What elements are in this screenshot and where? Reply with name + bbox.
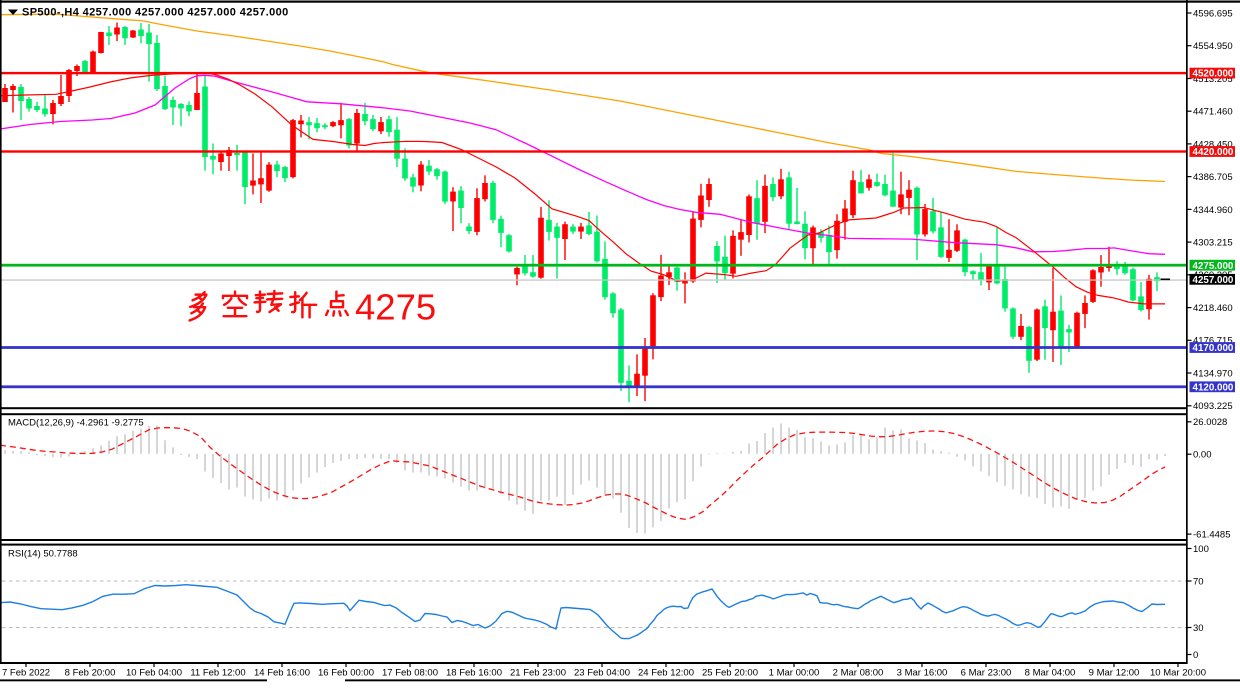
svg-text:4120.000: 4120.000	[1193, 382, 1234, 393]
svg-text:4303.215: 4303.215	[1193, 238, 1233, 249]
svg-text:4257.000: 4257.000	[1193, 275, 1234, 286]
svg-text:100: 100	[1193, 544, 1209, 555]
svg-text:6 Mar 23:00: 6 Mar 23:00	[961, 668, 1012, 679]
svg-text:18 Feb 16:00: 18 Feb 16:00	[446, 668, 502, 679]
svg-text:16 Feb 00:00: 16 Feb 00:00	[318, 668, 374, 679]
svg-text:1 Mar 00:00: 1 Mar 00:00	[769, 668, 820, 679]
svg-text:4596.695: 4596.695	[1193, 8, 1233, 19]
svg-text:4275: 4275	[355, 287, 436, 328]
svg-text:4513.205: 4513.205	[1193, 74, 1233, 85]
svg-text:26.0028: 26.0028	[1193, 417, 1227, 428]
svg-text:14 Feb 16:00: 14 Feb 16:00	[254, 668, 310, 679]
svg-text:4428.450: 4428.450	[1193, 139, 1233, 150]
svg-text:4471.460: 4471.460	[1193, 107, 1233, 118]
svg-text:MACD(12,26,9) -4.2961 -9.2775: MACD(12,26,9) -4.2961 -9.2775	[8, 418, 144, 429]
svg-text:23 Feb 04:00: 23 Feb 04:00	[574, 668, 630, 679]
svg-text:2 Mar 08:00: 2 Mar 08:00	[833, 668, 884, 679]
svg-text:4554.950: 4554.950	[1193, 41, 1233, 52]
svg-text:3 Mar 16:00: 3 Mar 16:00	[897, 668, 948, 679]
svg-text:4420.000: 4420.000	[1193, 147, 1234, 158]
svg-text:24 Feb 12:00: 24 Feb 12:00	[638, 668, 694, 679]
svg-text:30: 30	[1193, 623, 1204, 634]
svg-text:8 Mar 04:00: 8 Mar 04:00	[1025, 668, 1076, 679]
svg-text:11 Feb 12:00: 11 Feb 12:00	[190, 668, 245, 679]
svg-text:8 Feb 20:00: 8 Feb 20:00	[65, 668, 116, 679]
svg-text:10 Mar 20:00: 10 Mar 20:00	[1150, 668, 1206, 679]
svg-text:4176.715: 4176.715	[1193, 336, 1233, 347]
svg-text:4093.225: 4093.225	[1193, 401, 1233, 412]
svg-text:70: 70	[1193, 576, 1204, 587]
svg-text:4170.000: 4170.000	[1193, 343, 1234, 354]
svg-text:0.00: 0.00	[1193, 450, 1212, 461]
svg-text:RSI(14) 50.7788: RSI(14) 50.7788	[8, 549, 78, 560]
svg-text:25 Feb 20:00: 25 Feb 20:00	[702, 668, 758, 679]
svg-text:4386.705: 4386.705	[1193, 172, 1233, 183]
svg-text:0: 0	[1193, 650, 1198, 661]
svg-text:-61.4485: -61.4485	[1193, 530, 1231, 541]
svg-text:10 Feb 04:00: 10 Feb 04:00	[126, 668, 182, 679]
svg-text:4275.000: 4275.000	[1193, 261, 1234, 272]
svg-text:7 Feb 2022: 7 Feb 2022	[2, 668, 50, 679]
svg-text:4520.000: 4520.000	[1193, 69, 1234, 80]
svg-text:4218.460: 4218.460	[1193, 303, 1233, 314]
svg-text:4344.960: 4344.960	[1193, 205, 1233, 216]
svg-text:17 Feb 08:00: 17 Feb 08:00	[382, 668, 438, 679]
svg-text:SP500-,H4 4257.000 4257.000 4: SP500-,H4 4257.000 4257.000 4257.000 425…	[22, 7, 289, 19]
svg-text:4134.970: 4134.970	[1193, 368, 1233, 379]
svg-text:9 Mar 12:00: 9 Mar 12:00	[1089, 668, 1140, 679]
svg-text:21 Feb 23:00: 21 Feb 23:00	[510, 668, 566, 679]
